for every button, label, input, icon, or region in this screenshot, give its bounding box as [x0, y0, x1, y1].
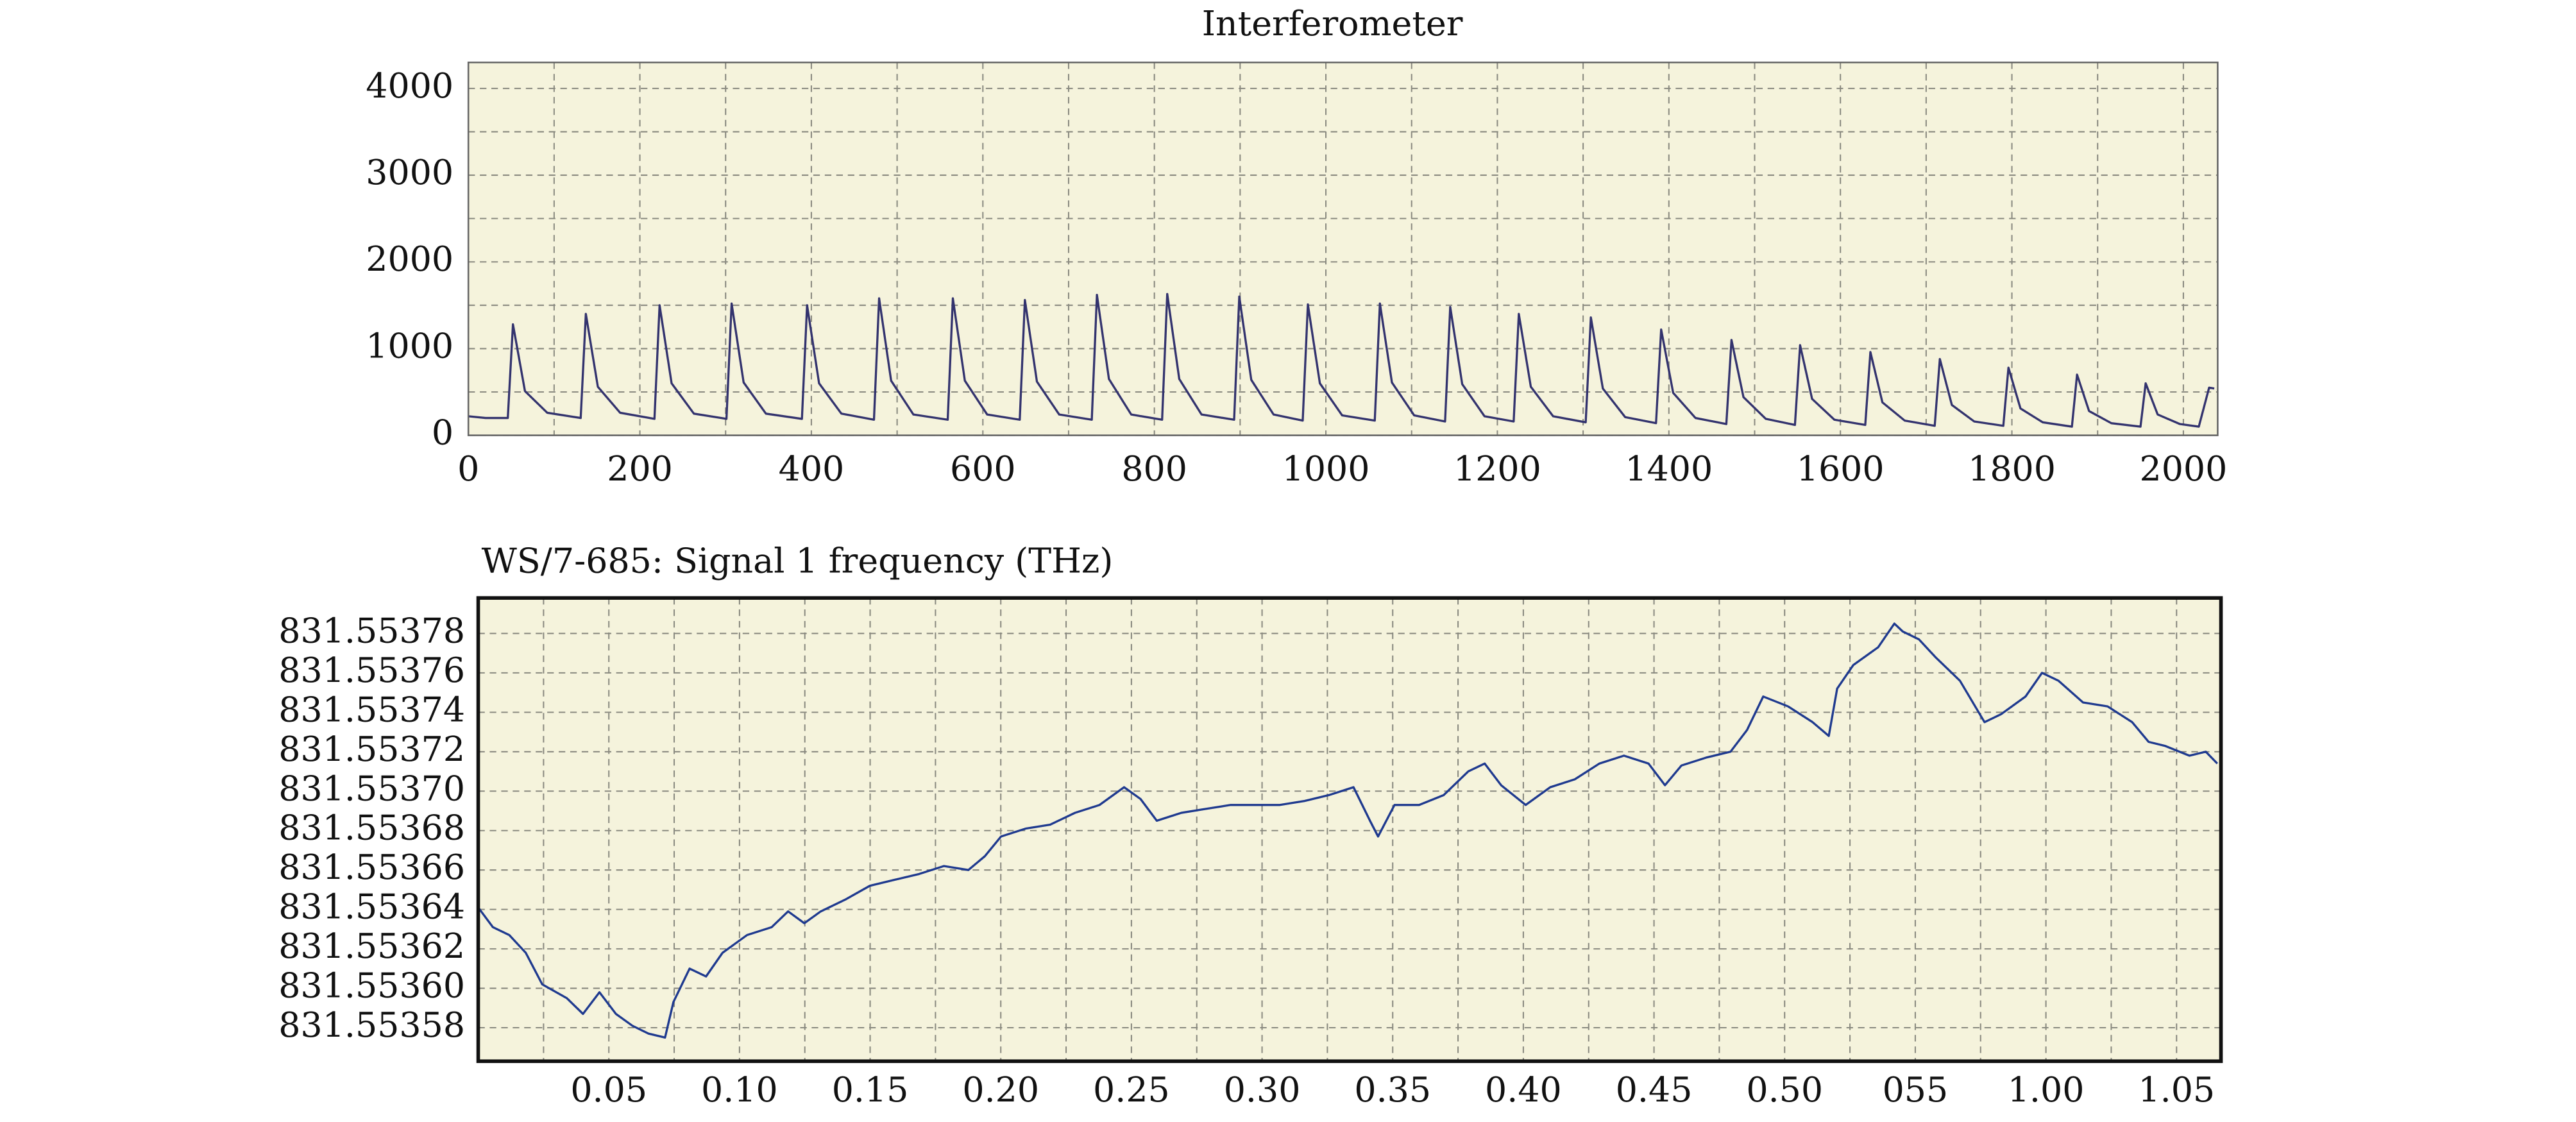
chart-title: Interferometer: [1202, 3, 1463, 44]
x-tick-label: 2000: [2139, 448, 2227, 489]
x-tick-label: 800: [1121, 448, 1187, 489]
plot-border: [476, 596, 2223, 1064]
x-tick-label: 0.40: [1485, 1069, 1562, 1110]
x-tick-label: 400: [779, 448, 845, 489]
x-tick-label: 1000: [1282, 448, 1370, 489]
plot-border: [467, 62, 2219, 436]
y-tick-label: 831.55358: [278, 1005, 465, 1045]
x-tick-label: 0.45: [1616, 1069, 1693, 1110]
y-tick-label: 831.55376: [278, 650, 465, 690]
y-tick-label: 2000: [366, 239, 453, 279]
x-tick-label: 0: [457, 448, 479, 489]
x-tick-label: 1600: [1797, 448, 1885, 489]
x-tick-label: 0.50: [1746, 1069, 1823, 1110]
y-tick-label: 831.55370: [278, 768, 465, 808]
x-tick-label: 200: [607, 448, 673, 489]
x-tick-label: 0.05: [570, 1069, 647, 1110]
x-tick-label: 0.30: [1224, 1069, 1301, 1110]
x-tick-label: 0.25: [1093, 1069, 1170, 1110]
y-tick-label: 1000: [366, 325, 453, 366]
data-line: [477, 622, 2218, 1039]
y-tick-label: 831.55362: [278, 926, 465, 966]
y-tick-label: 831.55360: [278, 965, 465, 1006]
plot-area: [478, 598, 2221, 1062]
x-tick-label: 0.15: [832, 1069, 909, 1110]
y-tick-label: 4000: [366, 65, 453, 106]
y-tick-label: 3000: [366, 152, 453, 192]
x-tick-label: 0.35: [1354, 1069, 1431, 1110]
y-tick-label: 831.55366: [278, 847, 465, 887]
plot-area: [468, 62, 2218, 436]
x-tick-label: 1200: [1453, 448, 1541, 489]
y-tick-label: 831.55372: [278, 729, 465, 769]
data-line: [468, 293, 2215, 428]
x-tick-label: 1400: [1625, 448, 1713, 489]
x-tick-label: 1.05: [2138, 1069, 2215, 1110]
y-tick-label: 831.55374: [278, 689, 465, 729]
y-tick-label: 0: [432, 412, 453, 453]
x-tick-label: 0.20: [962, 1069, 1039, 1110]
y-tick-label: 831.55364: [278, 887, 465, 927]
x-tick-label: 055: [1883, 1069, 1949, 1110]
y-tick-label: 831.55368: [278, 808, 465, 848]
x-tick-label: 1800: [1968, 448, 2056, 489]
chart-title: WS/7-685: Signal 1 frequency (THz): [482, 540, 1114, 581]
x-tick-label: 1.00: [2008, 1069, 2085, 1110]
y-tick-label: 831.55378: [278, 610, 465, 650]
x-tick-label: 600: [950, 448, 1016, 489]
x-tick-label: 0.10: [701, 1069, 778, 1110]
